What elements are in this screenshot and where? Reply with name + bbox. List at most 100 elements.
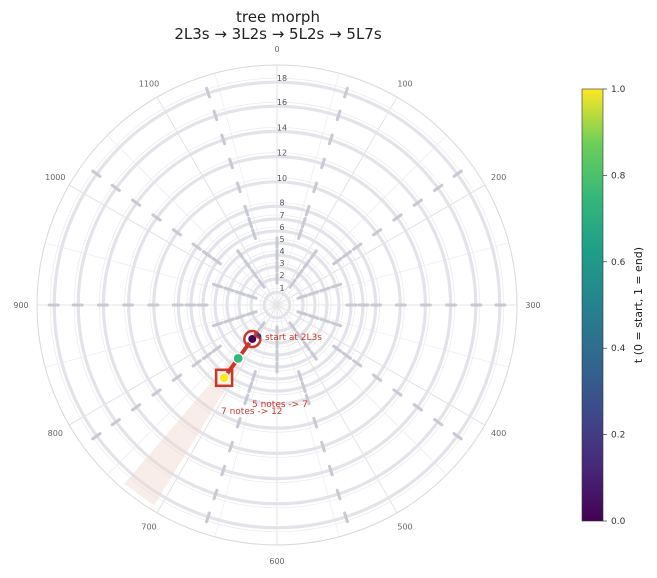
ring-tick [151, 388, 162, 397]
ring-tick [297, 228, 303, 240]
ring-tick [131, 198, 142, 207]
spoke-line [107, 135, 278, 306]
ring-tick [302, 259, 311, 270]
angular-tick-label: 200 [491, 173, 506, 182]
ring-tick [212, 488, 219, 501]
ring-tick [251, 370, 257, 382]
colorbar-gradient [581, 88, 604, 522]
ring-tick [131, 403, 142, 412]
spoke-line [276, 135, 447, 306]
ring-tick [243, 393, 250, 406]
ring-tick [312, 181, 319, 194]
ring-tick [320, 440, 326, 453]
angular-tick-label: 400 [491, 429, 506, 438]
radial-tick-label: 7 [279, 211, 284, 220]
annotation-7-to-12: 7 notes -> 12 [221, 407, 283, 417]
ring-tick [246, 293, 258, 300]
colorbar: 0.0 0.2 0.4 0.6 0.8 1.0 t (0 = start, 1 = end) [581, 85, 645, 527]
angular-tick-label: 1100 [139, 79, 159, 88]
radial-tick-label: 16 [277, 98, 287, 107]
ring-tick [307, 314, 320, 320]
ring-tick [251, 228, 257, 240]
ring-tick [309, 350, 318, 361]
ring-tick [327, 133, 334, 146]
colorbar-label: t (0 = start, 1 = end) [632, 247, 645, 363]
mid-point [232, 352, 244, 364]
ring-tick [332, 344, 343, 353]
ring-tick [295, 331, 304, 342]
ring-tick [343, 511, 349, 524]
ring-tick [257, 321, 266, 332]
ring-tick [332, 257, 343, 266]
angular-tick-label: 600 [269, 557, 284, 566]
ring-tick [335, 488, 342, 501]
ring-tick [223, 286, 235, 293]
ring-tick [201, 351, 213, 360]
colorbar-tick-label: 0.8 [611, 171, 626, 181]
ring-tick [300, 216, 307, 229]
outer-circle [36, 64, 518, 546]
ring-tick [352, 359, 363, 368]
angular-tick-label: 900 [13, 301, 28, 310]
ring-tick [307, 290, 320, 296]
grid-circle [259, 287, 295, 323]
ring-tick [330, 282, 343, 289]
ring-tick [352, 242, 363, 251]
radial-tick-label: 3 [279, 259, 284, 268]
radial-tick-label: 10 [277, 174, 287, 183]
ring-tick [319, 317, 331, 324]
ring-tick [327, 464, 334, 477]
ring-tick [392, 213, 403, 222]
colorbar-tick-label: 0.0 [611, 517, 626, 527]
ring-tick [320, 157, 326, 170]
ring-tick [297, 370, 303, 382]
ring-tick [304, 393, 311, 406]
annotation-5-to-7: 5 notes -> 7 [252, 400, 308, 410]
ring-tick [288, 278, 297, 289]
radial-tick-label: 6 [279, 223, 284, 232]
ring-tick [220, 133, 227, 146]
radial-tick-label: 5 [279, 235, 284, 244]
ring-tick [412, 403, 423, 412]
ring-tick [302, 340, 311, 351]
ring-tick [295, 268, 304, 279]
ring-tick [211, 257, 222, 266]
ring-tick [257, 278, 266, 289]
ring-tick [191, 242, 202, 251]
ring-tick [452, 169, 463, 178]
ring-tick [304, 204, 311, 217]
ring-tick [171, 373, 183, 382]
ring-tick [212, 109, 219, 122]
ring-tick [91, 432, 102, 441]
end-point [218, 372, 230, 384]
ring-tick [91, 169, 102, 178]
radial-tick-label: 18 [277, 74, 287, 83]
angular-tick-label: 100 [397, 79, 412, 88]
radial-tick-label: 1 [279, 284, 284, 293]
ring-tick [296, 293, 308, 300]
radial-tick-label: 2 [279, 271, 284, 280]
colorbar-tick-label: 1.0 [611, 85, 626, 95]
ring-tick [110, 183, 121, 192]
wedge-shape [124, 355, 243, 506]
ring-tick [201, 250, 213, 259]
ring-tick [228, 157, 234, 170]
angular-tick-label: 800 [48, 429, 63, 438]
ring-tick [234, 314, 247, 320]
ring-tick [205, 86, 211, 99]
annotation-start: start at 2L3s [265, 333, 322, 343]
ring-tick [235, 416, 242, 429]
ring-tick [343, 86, 349, 99]
angular-tick-label: 1000 [45, 173, 65, 182]
spoke-line [276, 304, 447, 475]
ring-tick [250, 268, 259, 279]
ring-tick [341, 351, 353, 360]
ring-tick [246, 310, 258, 317]
ring-tick [341, 250, 353, 259]
ring-tick [211, 344, 222, 353]
angular-tick-label: 700 [141, 523, 156, 532]
ring-tick [247, 216, 254, 229]
ring-tick [300, 381, 307, 394]
ring-tick [452, 432, 463, 441]
